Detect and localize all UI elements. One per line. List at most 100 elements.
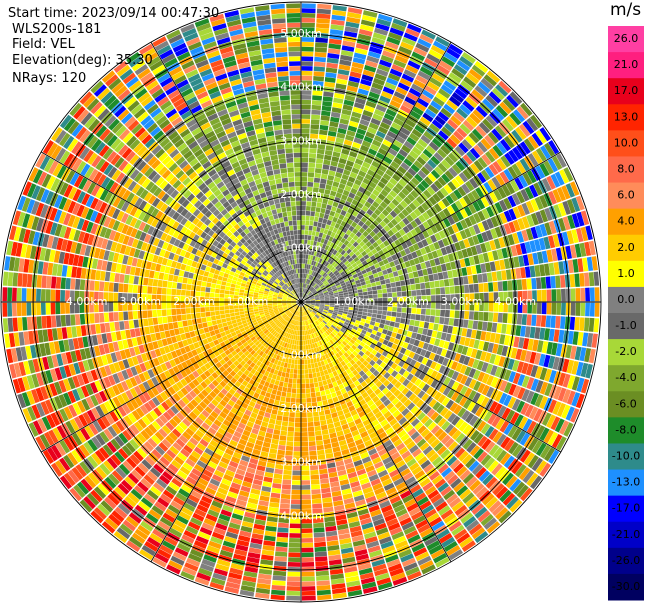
range-gate <box>398 384 406 392</box>
range-gate <box>461 52 476 64</box>
range-gate <box>437 417 447 428</box>
range-gate <box>296 383 301 389</box>
range-gate <box>343 99 355 107</box>
range-gate <box>433 203 442 213</box>
range-gate <box>432 497 445 508</box>
range-gate <box>469 147 481 159</box>
range-gate <box>302 263 305 269</box>
range-gate <box>368 298 373 302</box>
range-gate <box>476 420 487 432</box>
range-gate <box>292 475 301 481</box>
range-gate <box>486 375 495 386</box>
range-gate <box>389 27 404 37</box>
range-gate <box>326 57 339 64</box>
range-gate <box>448 278 455 286</box>
range-gate <box>345 229 352 236</box>
range-gate <box>314 168 322 174</box>
range-gate <box>363 298 369 302</box>
range-gate <box>328 236 334 242</box>
range-gate <box>445 350 452 359</box>
range-gate <box>395 86 408 96</box>
range-gate <box>319 183 326 189</box>
range-gate <box>436 404 445 414</box>
range-gate <box>383 113 395 122</box>
range-gate <box>388 73 401 82</box>
range-gate <box>371 286 377 291</box>
range-gate <box>401 144 411 154</box>
range-gate <box>379 59 392 68</box>
range-gate <box>301 157 309 163</box>
range-gate <box>433 273 439 281</box>
range-gate <box>351 111 362 119</box>
range-gate <box>552 356 560 370</box>
range-gate <box>424 508 437 519</box>
range-gate <box>515 244 523 256</box>
range-gate <box>301 249 304 254</box>
range-gate <box>328 126 338 133</box>
range-gate <box>401 312 407 319</box>
range-gate <box>316 288 321 292</box>
range-gate <box>293 441 301 447</box>
range-gate <box>468 256 476 266</box>
range-gate <box>286 595 301 601</box>
range-gate <box>473 311 479 321</box>
range-gate <box>436 528 450 540</box>
range-gate <box>322 279 327 284</box>
range-gate <box>411 128 423 138</box>
range-gate <box>304 283 306 288</box>
range-gate <box>317 280 322 285</box>
range-gate <box>398 416 407 426</box>
range-gate <box>453 528 468 540</box>
range-gate <box>301 104 311 110</box>
range-gate <box>414 226 422 235</box>
range-gate <box>419 93 432 104</box>
range-gate <box>392 422 401 431</box>
range-gate <box>318 381 324 387</box>
range-gate <box>416 289 422 296</box>
range-gate <box>361 114 372 122</box>
range-gate <box>305 299 311 301</box>
range-gate <box>474 302 480 311</box>
range-gate <box>527 338 534 351</box>
range-gate <box>310 312 315 317</box>
range-gate <box>337 323 343 328</box>
range-gate <box>377 391 385 399</box>
range-gate <box>520 349 527 362</box>
range-gate <box>372 290 378 295</box>
range-gate <box>406 343 414 351</box>
range-gate <box>446 99 459 111</box>
range-gate <box>551 155 563 170</box>
range-gate <box>271 487 281 494</box>
range-gate <box>346 196 354 204</box>
range-gate <box>337 288 343 292</box>
range-gate <box>462 439 473 450</box>
range-gate <box>472 392 481 403</box>
range-gate <box>547 191 557 205</box>
range-gate <box>277 385 283 392</box>
range-gate <box>318 346 323 352</box>
range-gate <box>434 478 446 489</box>
range-gate <box>470 348 478 359</box>
range-gate <box>459 488 472 500</box>
range-gate <box>345 280 351 285</box>
range-gate <box>301 196 307 201</box>
range-gate <box>316 575 330 581</box>
range-gate <box>322 260 327 266</box>
range-gate <box>356 286 362 290</box>
range-gate <box>453 277 459 286</box>
range-gate <box>314 546 327 552</box>
range-gate <box>318 188 325 194</box>
range-gate <box>280 498 291 504</box>
range-gate <box>477 210 486 222</box>
range-gate <box>491 87 505 101</box>
range-gate <box>430 438 441 449</box>
range-gate <box>405 357 413 365</box>
range-gate <box>507 396 517 409</box>
range-gate <box>320 334 325 340</box>
range-gate <box>301 215 306 221</box>
range-gate <box>440 144 451 155</box>
range-gate <box>347 333 354 339</box>
range-gate <box>402 100 414 110</box>
range-gate <box>443 489 456 501</box>
range-gate <box>334 296 340 299</box>
